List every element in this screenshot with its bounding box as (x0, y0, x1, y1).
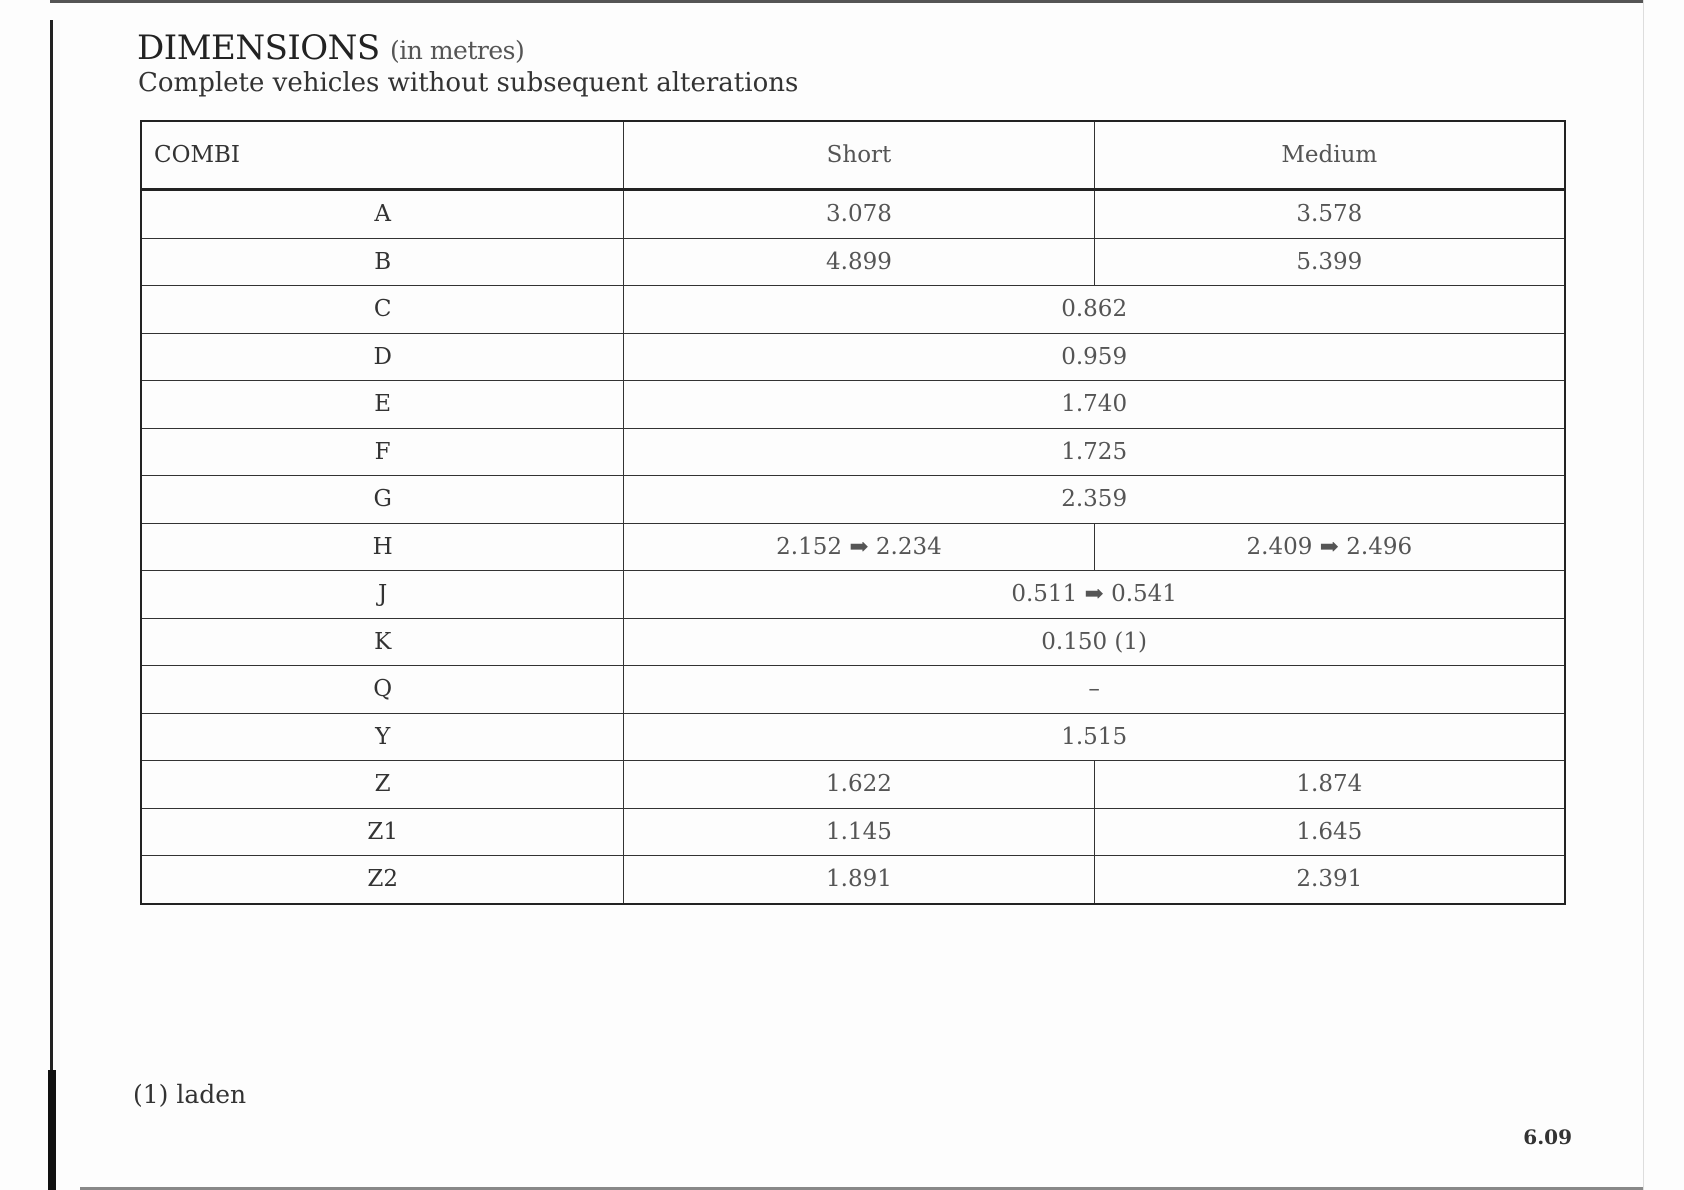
page-edge-bottom (80, 1187, 1644, 1190)
footnote: (1) laden (133, 1080, 247, 1109)
cell-short: 1.622 (623, 760, 1095, 809)
cell-both: 1.515 (623, 712, 1566, 761)
table-row: J 0.511 ➡ 0.541 (140, 570, 1566, 619)
cell-both: 1.725 (623, 427, 1566, 476)
table-row: Z 1.622 1.874 (140, 760, 1566, 809)
page-number: 6.09 (1523, 1125, 1572, 1149)
header-medium: Medium (1093, 120, 1566, 191)
cell-both: 0.959 (623, 332, 1566, 381)
row-label: H (140, 522, 625, 571)
row-label: F (140, 427, 625, 476)
table-row: F 1.725 (140, 427, 1566, 476)
table-row: K 0.150 (1) (140, 617, 1566, 666)
row-label: B (140, 237, 625, 286)
table-row: D 0.959 (140, 332, 1566, 381)
table-row: Z1 1.145 1.645 (140, 807, 1566, 856)
table-row: C 0.862 (140, 285, 1566, 334)
row-label: Y (140, 712, 625, 761)
cell-short: 1.145 (623, 807, 1095, 856)
cell-both: 0.511 ➡ 0.541 (623, 570, 1566, 619)
cell-medium: 2.391 (1093, 855, 1566, 904)
header-short: Short (623, 120, 1095, 191)
title-text: DIMENSIONS (137, 28, 380, 68)
table-row: B 4.899 5.399 (140, 237, 1566, 286)
row-label: Z2 (140, 855, 625, 904)
table-row: G 2.359 (140, 475, 1566, 524)
cell-short: 2.152 ➡ 2.234 (623, 522, 1095, 571)
cell-short: 4.899 (623, 237, 1095, 286)
table-header-row: COMBI Short Medium (140, 120, 1566, 191)
row-label: K (140, 617, 625, 666)
page-edge-left (50, 20, 53, 1190)
table-row: E 1.740 (140, 380, 1566, 429)
row-label: J (140, 570, 625, 619)
row-label: Z (140, 760, 625, 809)
cell-short: 1.891 (623, 855, 1095, 904)
row-label: D (140, 332, 625, 381)
row-label: C (140, 285, 625, 334)
row-label: A (140, 189, 625, 239)
cell-both: 0.150 (1) (623, 617, 1566, 666)
table-row: A 3.078 3.578 (140, 189, 1566, 239)
cell-both: 2.359 (623, 475, 1566, 524)
page-edge-left-shadow (48, 1070, 56, 1190)
page-title: DIMENSIONS (in metres) (137, 28, 525, 68)
dimensions-table: COMBI Short Medium A 3.078 3.578 B 4.899 5.39… (140, 120, 1566, 905)
cell-both: 1.740 (623, 380, 1566, 429)
table-row: H 2.152 ➡ 2.234 2.409 ➡ 2.496 (140, 522, 1566, 571)
page-edge-right (1643, 0, 1644, 1190)
cell-both: – (623, 665, 1566, 714)
cell-medium: 1.645 (1093, 807, 1566, 856)
page-edge-top (50, 0, 1644, 3)
cell-short: 3.078 (623, 189, 1095, 239)
title-unit: (in metres) (390, 36, 525, 65)
row-label: Z1 (140, 807, 625, 856)
row-label: Q (140, 665, 625, 714)
row-label: G (140, 475, 625, 524)
header-combi: COMBI (140, 120, 625, 191)
table-row: Q – (140, 665, 1566, 714)
table-row: Y 1.515 (140, 712, 1566, 761)
cell-medium: 5.399 (1093, 237, 1566, 286)
cell-medium: 3.578 (1093, 189, 1566, 239)
page-subtitle: Complete vehicles without subsequent alt… (138, 68, 799, 98)
cell-medium: 1.874 (1093, 760, 1566, 809)
row-label: E (140, 380, 625, 429)
cell-both: 0.862 (623, 285, 1566, 334)
cell-medium: 2.409 ➡ 2.496 (1093, 522, 1566, 571)
table-row: Z2 1.891 2.391 (140, 855, 1566, 904)
